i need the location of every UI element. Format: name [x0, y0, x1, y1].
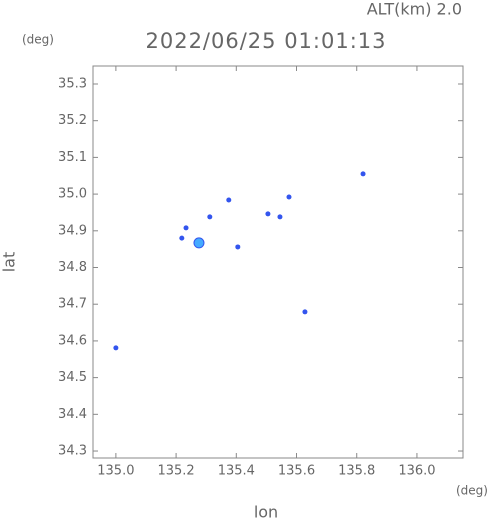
x-tick-label: 135.8 — [338, 464, 375, 479]
y-tick-label: 35.1 — [58, 150, 87, 165]
x-tick-label: 136.0 — [398, 464, 435, 479]
y-tick-label: 34.7 — [58, 297, 87, 312]
x-axis-label: lon — [254, 503, 278, 521]
echo-point — [360, 171, 366, 177]
y-tick-label: 35.2 — [58, 113, 87, 128]
echo-point — [277, 214, 283, 220]
x-tick-label: 135.6 — [278, 464, 315, 479]
echo-point — [179, 235, 185, 241]
y-tick-label: 34.6 — [58, 333, 87, 348]
y-tick-label: 34.9 — [58, 223, 87, 238]
y-tick-label: 35.3 — [58, 76, 87, 91]
echo-point — [193, 237, 205, 249]
plot-frame — [92, 65, 464, 459]
x-tick-label: 135.4 — [218, 464, 255, 479]
altitude-label: ALT(km) 2.0 — [367, 0, 462, 19]
echo-point — [207, 214, 213, 220]
x-unit: (deg) — [456, 484, 488, 498]
chart-title: 2022/06/25 01:01:13 — [145, 29, 386, 53]
y-axis-label: lat — [0, 252, 19, 273]
y-unit: (deg) — [22, 33, 54, 47]
x-tick-label: 135.2 — [157, 464, 194, 479]
echo-point — [286, 194, 292, 200]
echo-point — [302, 309, 308, 315]
y-tick-label: 35.0 — [58, 187, 87, 202]
y-tick-label: 34.3 — [58, 444, 87, 459]
x-tick-label: 135.0 — [97, 464, 134, 479]
echo-point — [226, 197, 232, 203]
y-tick-label: 34.5 — [58, 370, 87, 385]
echo-point — [265, 211, 271, 217]
echo-point — [235, 244, 241, 250]
y-tick-label: 34.8 — [58, 260, 87, 275]
echo-point — [113, 345, 119, 351]
echo-point — [183, 225, 189, 231]
y-tick-label: 34.4 — [58, 407, 87, 422]
